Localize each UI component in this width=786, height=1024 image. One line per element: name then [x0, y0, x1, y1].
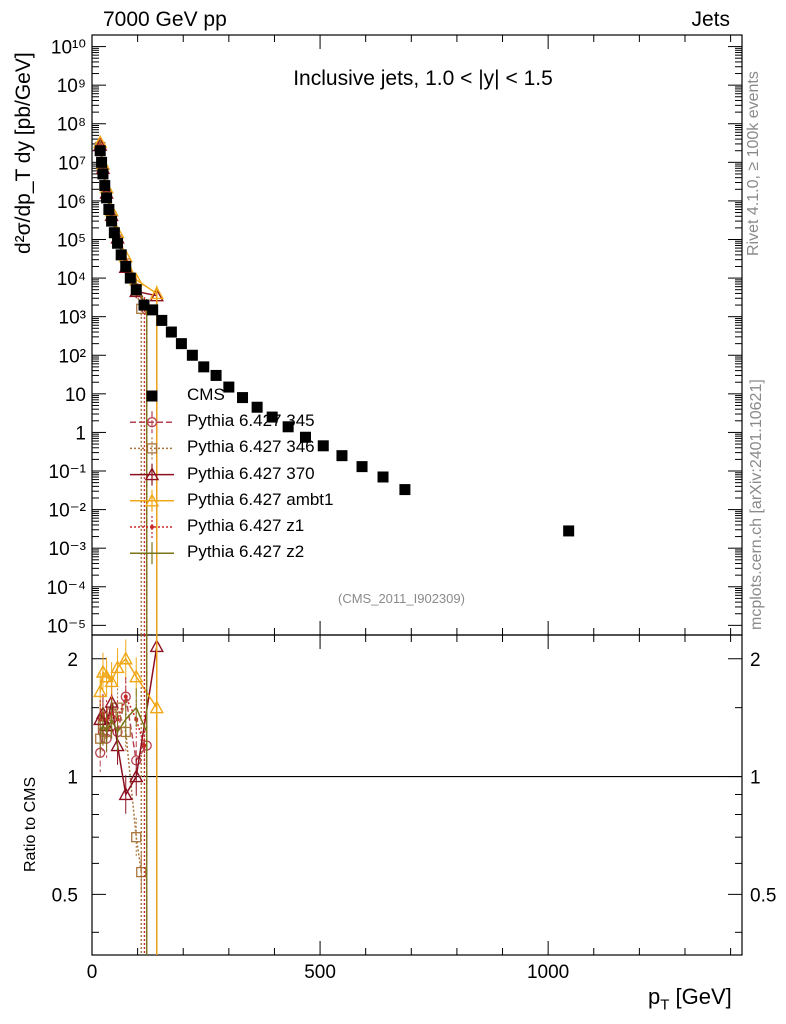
cms-point [266, 411, 278, 423]
cms-point [336, 450, 348, 462]
mc-line-ratio [99, 694, 146, 746]
ratio-panel-ticks [92, 658, 742, 933]
cms-point [399, 484, 411, 496]
legend-markers [130, 390, 174, 565]
mcplots-label: mcplots.cern.ch [arXiv:2401.10621] [748, 379, 765, 630]
y-tick-label: 10² [59, 346, 86, 367]
y-tick-label: 10⁵ [57, 231, 86, 252]
mc-point-ratio [131, 832, 142, 843]
ratio-tick-label-right: 1 [750, 768, 761, 789]
legend-entry: CMS [187, 385, 225, 404]
x-axis-label-main: p [648, 984, 661, 1009]
cms-point [112, 237, 124, 249]
cms-point [377, 471, 389, 483]
cms-point [96, 156, 108, 168]
legend-marker [146, 443, 158, 454]
cms-point [156, 314, 168, 326]
legend-entry: Pythia 6.427 z2 [187, 542, 305, 562]
legend-marker [144, 493, 160, 507]
ratio-frame-rect [91, 634, 743, 956]
legend-entry: Pythia 6.427 ambt1 [187, 489, 334, 509]
x-axis-label-unit: [GeV] [675, 984, 732, 1009]
cms-point [101, 192, 113, 204]
cms-point [106, 215, 118, 227]
header-left: 7000 GeV pp [103, 8, 227, 31]
cms-point [165, 326, 177, 338]
cms-point [563, 525, 575, 537]
y-tick-label: 10⁹ [57, 76, 86, 97]
legend-marker [150, 525, 154, 529]
cms-point [223, 381, 235, 393]
cms-point [237, 392, 249, 404]
y-tick-label: 10⁶ [57, 192, 86, 213]
cms-point [108, 227, 120, 239]
y-tick-label: 10 [65, 385, 86, 406]
y-tick-label: 10⁻³ [49, 539, 87, 560]
y-tick-label: 10⁻² [49, 501, 87, 522]
cms-point [282, 421, 294, 433]
legend-marker [146, 417, 158, 428]
cms-point [94, 145, 106, 157]
legend-entry: Pythia 6.427 370 [187, 463, 315, 483]
cms-point [186, 349, 198, 361]
cms-point [138, 299, 150, 311]
y-tick-label: 10⁸ [57, 115, 86, 136]
analysis-annotation: (CMS_2011_I902309) [338, 591, 465, 606]
ratio-tick-label-right: 0.5 [750, 885, 776, 906]
y-tick-label: 10³ [59, 308, 86, 329]
ratio-tick-label-right: 2 [750, 650, 761, 671]
y-tick-label: 10⁷ [58, 153, 86, 174]
ratio-tick-label: 1 [67, 768, 78, 789]
legend-entry: Pythia 6.427 345 [187, 411, 315, 431]
x-tick-label: 1000 [527, 962, 569, 983]
cms-point [99, 180, 111, 192]
y-tick-label: 10⁻¹ [49, 462, 87, 483]
ratio-tick-label: 0.5 [52, 885, 78, 906]
cms-point [120, 260, 132, 272]
cms-data-points [94, 145, 575, 537]
x-axis-label-sub: T [660, 996, 670, 1014]
y-axis-label: d²σ/dp_T dy [pb/GeV] [12, 52, 35, 254]
chart-title: Inclusive jets, 1.0 < |y| < 1.5 [293, 67, 553, 90]
legend-entry: Pythia 6.427 346 [187, 437, 315, 457]
cms-point [317, 440, 329, 452]
legend-marker [144, 467, 160, 481]
main-panel-ticks [91, 35, 742, 955]
cms-point [356, 461, 368, 473]
ratio-panel-frame [91, 634, 743, 956]
y-tick-label: 10⁴ [57, 269, 86, 290]
cms-point [299, 431, 311, 443]
x-tick-label: 500 [304, 962, 336, 983]
mc-line-ratio [99, 646, 158, 797]
rivet-label: Rivet 4.1.0, ≥ 100k events [745, 71, 762, 256]
y-tick-label: 10⁻⁴ [47, 578, 86, 599]
cms-point [103, 203, 115, 215]
x-tick-label: 0 [87, 962, 98, 983]
cms-point [198, 361, 210, 373]
mc-point-ratio [142, 743, 147, 748]
y-tick-label: 10⁻⁵ [47, 616, 86, 637]
cms-point [115, 249, 127, 261]
axis-tick-labels: 0 500 1000 10⁻⁵ 10⁻⁴ 10⁻³ 10⁻² 10⁻¹ 1 10 10² 10³ 10⁴… [47, 38, 777, 983]
mc-line-ratio [99, 706, 148, 734]
cms-point [175, 338, 187, 350]
cms-point [97, 168, 109, 180]
x-axis-label: pT [GeV] [648, 984, 732, 1013]
y-tick-label: 10¹⁰ [51, 38, 86, 59]
legend-marker [146, 390, 158, 402]
cms-point [251, 401, 263, 413]
cms-point [124, 272, 136, 284]
cms-point [130, 284, 142, 296]
y-tick-label: 1 [75, 423, 86, 444]
legend-entry: Pythia 6.427 z1 [187, 516, 305, 535]
mc-point-ratio [123, 694, 128, 699]
ratio-y-axis-label: Ratio to CMS [22, 776, 39, 872]
ratio-tick-label: 2 [67, 650, 78, 671]
header-right: Jets [691, 8, 730, 31]
cms-point [210, 369, 222, 381]
cms-point [147, 304, 159, 316]
mc-series-ratio [93, 635, 164, 955]
mc-line-ratio [99, 706, 143, 873]
